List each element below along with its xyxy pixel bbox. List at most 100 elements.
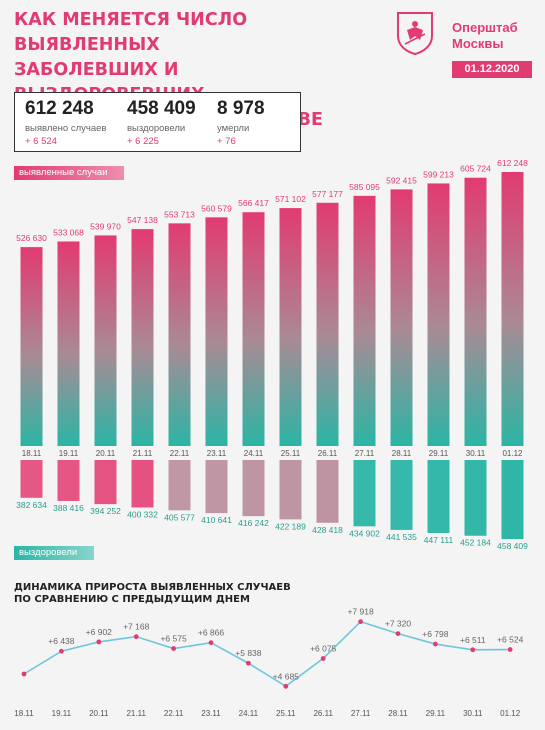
cases-x-tick: 26.11: [318, 449, 338, 458]
cases-bar: [242, 212, 265, 446]
recovered-value-label: 447 111: [424, 535, 454, 545]
cases-value-label: 605 724: [460, 164, 491, 174]
recovered-value-label: 410 641: [201, 515, 232, 525]
cases-bar: [316, 202, 339, 446]
stat-delta: + 76: [217, 136, 236, 147]
stat-cases: 612 248 выявлено случаев + 6 524: [25, 98, 107, 148]
trend-point: [433, 641, 438, 647]
trend-value-label: +6 902: [86, 627, 113, 637]
cases-value-label: 553 713: [164, 209, 195, 219]
trend-x-tick: 23.11: [201, 709, 221, 718]
trend-value-label: +4 685: [273, 671, 300, 681]
trend-value-label: +7 918: [347, 607, 374, 617]
trend-title-line: ДИНАМИКА ПРИРОСТА ВЫЯВЛЕННЫХ СЛУЧАЕВ: [14, 582, 291, 593]
cases-x-tick: 22.11: [170, 449, 190, 458]
moscow-coat-of-arms-logo: [395, 10, 435, 56]
stat-recovered: 458 409 выздоровели + 6 225: [127, 99, 196, 148]
trend-line-chart: 18.11 +6 438 19.11 +6 902 20.11 +7 168 21.11 +6…: [14, 607, 523, 718]
brand-line: Москвы: [452, 36, 504, 51]
recovered-bar: [353, 460, 376, 527]
recovered-bar: [279, 460, 302, 520]
trend-x-tick: 25.11: [276, 709, 296, 718]
stat-value: 8 978: [217, 98, 265, 119]
recovered-value-label: 388 416: [53, 503, 84, 513]
recovered-value-label: 405 577: [164, 512, 195, 522]
trend-line: [23, 620, 511, 688]
recovered-value-label: 452 184: [460, 538, 491, 548]
stat-label: умерли: [217, 123, 250, 134]
recovered-value-label: 422 189: [275, 521, 306, 531]
trend-x-tick: 18.11: [14, 709, 34, 718]
cases-value-label: 526 630: [16, 233, 47, 243]
brand-line: Оперштаб: [452, 20, 518, 35]
trend-value-label: +7 320: [385, 619, 412, 629]
recovered-bar: [20, 460, 43, 498]
trend-x-tick: 26.11: [313, 709, 333, 718]
recovered-bar: [168, 460, 191, 511]
recovered-value-label: 434 902: [349, 528, 380, 538]
date-badge: 01.12.2020: [452, 61, 532, 78]
trend-value-label: +6 511: [460, 635, 486, 645]
trend-value-label: +6 575: [160, 634, 187, 644]
cases-x-tick: 20.11: [96, 449, 116, 458]
trend-title: ДИНАМИКА ПРИРОСТА ВЫЯВЛЕННЫХ СЛУЧАЕВ ПО …: [14, 582, 314, 606]
cases-bar: [168, 223, 191, 446]
stat-value: 612 248: [25, 98, 94, 119]
recovered-bar: [501, 460, 524, 540]
stat-delta: + 6 225: [127, 136, 159, 147]
cases-bar: [131, 229, 154, 446]
trend-x-tick: 21.11: [126, 709, 146, 718]
recovered-value-label: 382 634: [16, 500, 47, 510]
cases-bar: [501, 172, 524, 446]
cases-bar: [279, 208, 302, 446]
cases-value-label: 539 970: [90, 221, 121, 231]
cases-value-label: 612 248: [497, 158, 528, 168]
recovered-bar: [131, 460, 154, 508]
cases-value-label: 577 177: [312, 189, 343, 199]
trend-point: [246, 660, 251, 666]
recovered-value-label: 416 242: [238, 518, 269, 528]
trend-point: [21, 671, 27, 677]
cases-value-label: 566 417: [238, 198, 269, 208]
trend-point: [470, 647, 476, 653]
stat-label: выявлено случаев: [25, 123, 107, 134]
trend-value-label: +6 798: [422, 629, 449, 639]
recovered-bar: [316, 460, 339, 523]
cases-bar: [390, 189, 413, 446]
trend-x-tick: 01.12: [500, 709, 521, 718]
cases-value-label: 585 095: [349, 182, 380, 192]
trend-x-tick: 19.11: [52, 709, 72, 718]
cases-value-label: 560 579: [201, 203, 232, 213]
stat-deaths: 8 978 умерли + 76: [217, 98, 265, 148]
trend-x-tick: 22.11: [164, 709, 184, 718]
cases-x-tick: 30.11: [466, 449, 486, 458]
trend-point: [320, 656, 326, 661]
cases-bar: [94, 235, 117, 446]
stat-delta: + 6 524: [25, 136, 57, 147]
trend-point: [395, 631, 401, 636]
trend-value-label: +6 075: [310, 644, 337, 654]
trend-x-tick: 27.11: [351, 709, 371, 718]
trend-value-label: +6 524: [497, 635, 524, 645]
cases-x-tick: 18.11: [22, 449, 42, 458]
trend-title-line: ПО СРАВНЕНИЮ С ПРЕДЫДУЩИМ ДНЕМ: [14, 594, 250, 605]
cases-value-label: 599 213: [423, 169, 454, 179]
trend-point: [59, 648, 64, 654]
cases-bar: [464, 177, 487, 446]
cases-bar: [20, 247, 43, 446]
trend-point: [96, 639, 102, 645]
trend-point: [507, 647, 513, 652]
cases-bar: [57, 241, 80, 446]
trend-point: [133, 634, 139, 640]
trend-x-tick: 28.11: [388, 709, 408, 718]
cases-value-label: 592 415: [386, 175, 417, 185]
recovered-bar: [57, 460, 80, 501]
trend-point: [283, 683, 289, 689]
recovered-bar: [464, 460, 487, 536]
trend-value-label: +6 438: [48, 636, 75, 646]
cases-x-tick: 21.11: [133, 449, 153, 458]
recovered-badge: выздоровели: [14, 546, 94, 560]
trend-x-tick: 30.11: [463, 709, 483, 718]
trend-value-label: +5 838: [235, 648, 262, 658]
recovered-bar: [242, 460, 265, 517]
